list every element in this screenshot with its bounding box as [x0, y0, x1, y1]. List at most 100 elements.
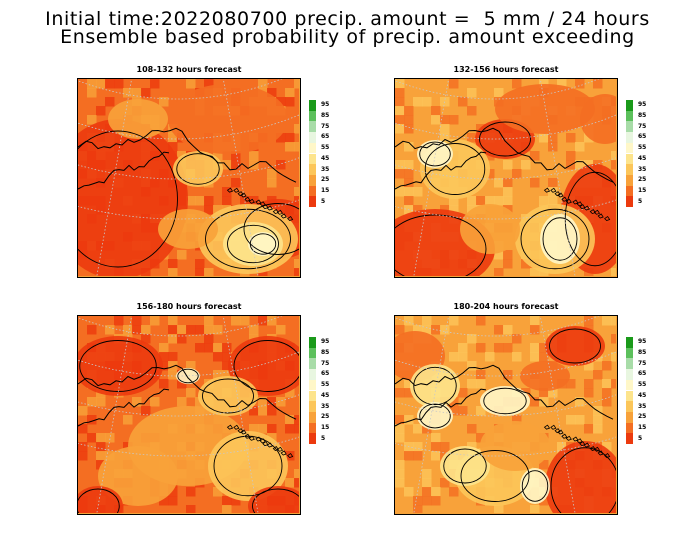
shading-cell [404, 106, 414, 116]
shading-cell [159, 379, 169, 389]
contour-line [249, 233, 277, 255]
contour-line [542, 217, 578, 261]
shading-cell [177, 379, 187, 389]
shading-cell [602, 388, 612, 398]
shading-cell [404, 178, 414, 188]
island [272, 209, 279, 215]
island [287, 452, 294, 459]
shading-cell [195, 259, 205, 269]
shading-cell [530, 352, 540, 362]
island [280, 450, 287, 456]
shading-cell [159, 361, 169, 371]
shading-region [410, 364, 460, 408]
legend-label: 95 [638, 101, 647, 109]
color-legend: 95 85 75 65 55 45 35 25 15 5 [626, 100, 666, 260]
shading-cell [404, 415, 414, 425]
contour-line [177, 368, 199, 384]
contour-line [419, 403, 451, 429]
shading-cell [404, 316, 414, 326]
coastline [395, 364, 614, 420]
shading-region [248, 232, 278, 256]
contour-line [227, 224, 279, 264]
shading-cell [413, 187, 423, 197]
island [244, 433, 251, 439]
shading-cell [168, 325, 178, 335]
shading-cell [584, 388, 594, 398]
shading-cell [267, 397, 277, 407]
shading-cell [395, 79, 405, 89]
shading-cell [602, 316, 612, 326]
island [240, 192, 247, 198]
shading-cell [96, 397, 106, 407]
shading-cell [449, 196, 459, 206]
shading-cell [150, 79, 160, 89]
shading-cell [548, 133, 558, 143]
legend-label: 35 [321, 402, 330, 410]
shading-cell [422, 316, 432, 326]
contour-line [520, 208, 590, 270]
legend-swatch [309, 121, 316, 133]
shading-cell [177, 397, 187, 407]
contour-line [395, 214, 487, 276]
shading-cell [222, 187, 232, 197]
shading-cell [422, 424, 432, 434]
legend-label: 15 [321, 186, 330, 194]
shading-cell [159, 352, 169, 362]
shading-cell [593, 370, 603, 380]
island [233, 424, 240, 430]
island [597, 213, 604, 219]
shading-cell [584, 424, 594, 434]
shading-region [176, 368, 200, 384]
shading-cell [231, 151, 241, 161]
shading-cell [186, 361, 196, 371]
shading-cell [404, 388, 414, 398]
legend-swatch [309, 110, 316, 122]
legend-swatch [626, 347, 633, 359]
shading-cell [87, 88, 97, 98]
shading-cell [168, 370, 178, 380]
shading-cell [177, 334, 187, 344]
shading-cell [294, 79, 299, 89]
shading-cell [611, 151, 616, 161]
shading-cell [467, 88, 477, 98]
shading-cell [404, 160, 414, 170]
shading-cell [449, 205, 459, 215]
shading-cell [485, 196, 495, 206]
probability-map [394, 78, 618, 278]
shading-cell [132, 316, 142, 326]
island [280, 213, 287, 219]
shading-cell [204, 334, 214, 344]
legend-swatch [626, 390, 633, 402]
contour-line [205, 208, 291, 270]
contour-line [483, 387, 527, 415]
legend-swatch [626, 185, 633, 197]
shading-cell [285, 415, 295, 425]
shading-cell [422, 325, 432, 335]
shading-cell [276, 397, 286, 407]
shading-cell [503, 259, 513, 269]
shading-cell [530, 397, 540, 407]
shading-cell [177, 250, 187, 260]
shading-cell [449, 487, 459, 497]
contour-line [252, 488, 299, 513]
shading-cell [222, 352, 232, 362]
shading-cell [530, 151, 540, 161]
shading-cell [395, 97, 405, 107]
legend-swatch [309, 390, 316, 402]
legend-label: 15 [638, 423, 647, 431]
coastline [395, 127, 614, 183]
shading-cell [584, 316, 594, 326]
shading-cell [404, 379, 414, 389]
legend-label: 75 [638, 122, 647, 130]
contour-line [78, 130, 178, 268]
shading-cell [96, 106, 106, 116]
contour-line [413, 366, 457, 406]
shading-cell [258, 79, 268, 89]
contour-line [419, 141, 451, 167]
shading-cell [467, 424, 477, 434]
legend-swatch [626, 164, 633, 175]
shading-cell [530, 178, 540, 188]
shading-cell [539, 388, 549, 398]
shading-cell [294, 268, 299, 276]
shading-cell [294, 142, 299, 152]
